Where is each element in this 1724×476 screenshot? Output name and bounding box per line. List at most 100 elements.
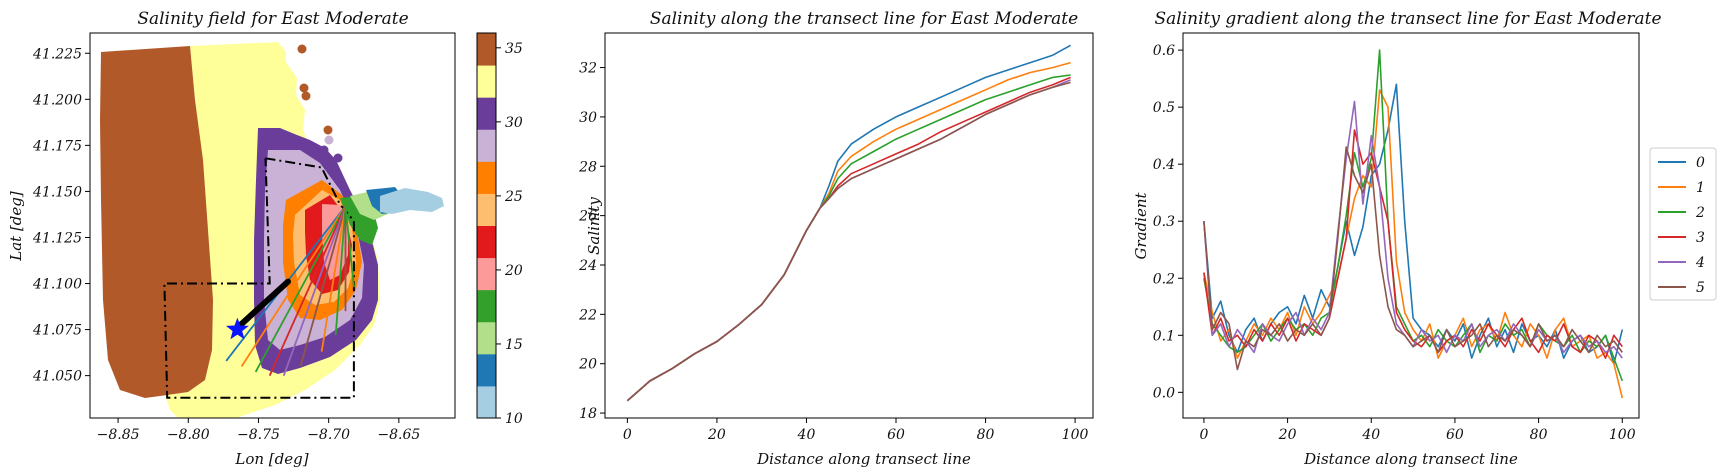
- salinity-title: Salinity along the transect line for Eas…: [650, 9, 1078, 29]
- star-marker: [226, 317, 249, 340]
- salinity-series-4: [626, 79, 1071, 402]
- transect-line-6: [320, 206, 347, 352]
- gradient-y-tick-label: 0.5: [1153, 100, 1175, 116]
- gradient-y-ticks: 0.0 0.1 0.2 0.3 0.4 0.5 0.6: [1153, 43, 1183, 401]
- map-x-tick-label: −8.75: [237, 427, 280, 443]
- colorbar-segment: [477, 65, 496, 98]
- gradient-title: Salinity gradient along the transect lin…: [1154, 9, 1661, 29]
- gradient-x-tick-label: 80: [1530, 427, 1548, 443]
- gradient-x-tick-label: 60: [1446, 427, 1464, 443]
- salinity-y-tick-label: 18: [579, 406, 597, 422]
- field-sample-point: [301, 91, 311, 101]
- salinity-y-tick-label: 26: [578, 209, 597, 225]
- colorbar-segment: [477, 33, 496, 66]
- colorbar-segment: [477, 129, 496, 162]
- colorbar-tick-label: 10: [505, 411, 523, 427]
- legend-label-5: 5: [1696, 280, 1705, 296]
- legend-label-4: 4: [1695, 255, 1705, 271]
- gradient-series-1: [1203, 89, 1624, 399]
- estuary-band-10: [380, 188, 444, 214]
- legend-frame: [1649, 147, 1717, 301]
- legend-label-1: 1: [1696, 180, 1705, 196]
- salinity-y-label: Salinity: [585, 197, 603, 255]
- map-y-tick-label: 41.175: [32, 138, 82, 154]
- salinity-y-tick-label: 32: [579, 61, 597, 77]
- gradient-series-3: [1203, 129, 1623, 359]
- salinity-x-tick-label: 80: [977, 427, 995, 443]
- colorbar-segment: [477, 321, 496, 355]
- map-y-tick-label: 41.100: [32, 277, 82, 293]
- gradient-x-ticks: 0 20 40 60 80 100: [1199, 418, 1636, 443]
- gradient-series-0: [1203, 83, 1624, 365]
- salinity-series-3: [626, 76, 1071, 402]
- map-frame: [89, 32, 456, 419]
- map-x-label: Lon [deg]: [234, 450, 308, 468]
- map-y-tick-label: 41.050: [32, 369, 82, 385]
- colorbar-segment: [477, 225, 496, 259]
- field-sample-point: [297, 44, 307, 54]
- salinity-x-tick-label: 40: [797, 427, 816, 443]
- colorbar-tick-label: 25: [504, 189, 523, 205]
- map-x-tick-label: −8.70: [307, 427, 350, 443]
- legend-label-0: 0: [1696, 155, 1705, 171]
- map-y-tick-label: 41.125: [32, 230, 82, 246]
- salinity-x-tick-label: 0: [623, 427, 632, 443]
- transect-line-5: [299, 205, 347, 367]
- salinity-x-tick-label: 60: [887, 427, 905, 443]
- salinity-x-tick-label: 100: [1062, 427, 1089, 443]
- gradient-x-tick-label: 100: [1609, 427, 1636, 443]
- transect-line-1: [240, 205, 347, 367]
- field-sample-point: [323, 125, 333, 135]
- colorbar-segment: [477, 353, 496, 387]
- salinity-series-0: [626, 44, 1071, 402]
- boundary-box: [163, 157, 355, 399]
- map-x-ticks: −8.85 −8.80 −8.75 −8.70 −8.65: [97, 418, 420, 443]
- transect-overlay: [163, 157, 355, 399]
- ocean-high-salinity-field: [100, 46, 213, 398]
- gradient-y-tick-label: 0.6: [1153, 43, 1175, 59]
- gradient-x-label: Distance along transect line: [1303, 450, 1518, 468]
- map-x-tick-label: −8.65: [377, 427, 420, 443]
- salinity-series: [626, 44, 1071, 402]
- gradient-x-tick-label: 20: [1278, 427, 1297, 443]
- colorbar-segment: [477, 385, 496, 419]
- gradient-series-4: [1203, 100, 1623, 359]
- gradient-y-tick-label: 0.0: [1153, 385, 1175, 401]
- map-y-ticks: 41.050 41.075 41.100 41.125 41.150 41.175 41.2…: [32, 46, 90, 385]
- salinity-series-2: [626, 74, 1071, 402]
- salinity-frame: [604, 32, 1094, 419]
- transect-line-2: [254, 205, 347, 373]
- map-y-tick-label: 41.150: [32, 184, 82, 200]
- map-title: Salinity field for East Moderate: [137, 9, 408, 29]
- thick-transect-track: [234, 278, 291, 331]
- colorbar-tick-label: 35: [505, 41, 523, 57]
- salinity-y-tick-label: 20: [578, 357, 597, 373]
- colorbar-tick-label: 15: [505, 337, 523, 353]
- transect-line-9: [344, 206, 355, 288]
- colorbar: 10 15 20 25 30 35: [476, 32, 523, 427]
- field-sample-point: [319, 145, 329, 155]
- salinity-y-ticks: 18 20 22 24 26 28 30 32: [578, 61, 605, 422]
- gradient-series: [1203, 49, 1624, 399]
- salinity-y-tick-label: 24: [578, 258, 597, 274]
- gradient-y-tick-label: 0.3: [1153, 214, 1175, 230]
- salinity-field: [100, 42, 444, 418]
- legend-label-2: 2: [1695, 205, 1705, 221]
- colorbar-segment: [477, 193, 496, 226]
- gradient-line-panel: Salinity gradient along the transect lin…: [1132, 9, 1717, 468]
- salinity-x-ticks: 0 20 40 60 80 100: [623, 418, 1089, 443]
- gradient-frame: [1182, 32, 1640, 419]
- field-sample-point: [324, 135, 334, 145]
- map-x-tick-label: −8.85: [97, 427, 140, 443]
- colorbar-segment: [477, 257, 496, 291]
- salinity-y-tick-label: 28: [578, 159, 597, 175]
- map-x-tick-label: −8.80: [167, 427, 210, 443]
- salinity-x-label: Distance along transect line: [756, 450, 971, 468]
- gradient-y-label: Gradient: [1132, 191, 1150, 259]
- transect-line-3: [268, 205, 347, 376]
- salinity-series-1: [626, 61, 1071, 402]
- gradient-series-5: [1203, 146, 1623, 371]
- gradient-y-tick-label: 0.4: [1153, 157, 1175, 173]
- colorbar-segment: [477, 289, 496, 323]
